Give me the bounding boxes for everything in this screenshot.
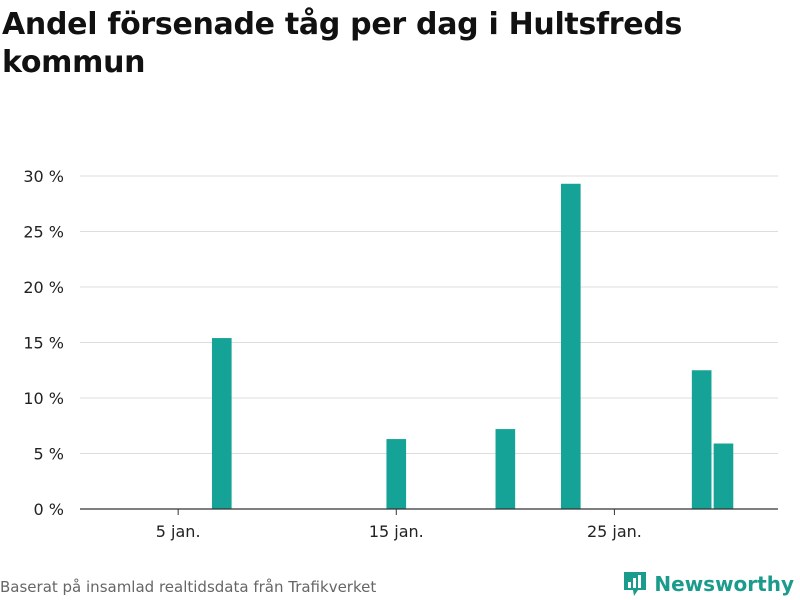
x-axis-ticks: 5 jan. 15 jan. 25 jan. [156,509,642,541]
bar[interactable] [495,429,516,509]
bar-chart: 0 % 5 % 10 % 15 % 20 % 25 % 30 % 5 jan. 15 jan.… [23,167,778,541]
y-tick-label: 30 % [23,167,64,186]
brand-name: Newsworthy [654,572,794,596]
bar[interactable] [713,443,734,509]
x-tick-label: 25 jan. [587,522,642,541]
y-tick-label: 25 % [23,223,64,242]
brand[interactable]: Newsworthy [622,570,794,598]
grid-lines [80,175,778,454]
bars [211,183,734,509]
chart-title: Andel försenade tåg per dag i Hultsfreds… [2,7,683,80]
y-tick-label: 5 % [34,445,64,464]
bar[interactable] [560,183,581,509]
y-tick-label: 0 % [34,500,64,519]
source-note: Baserat på insamlad realtidsdata från Tr… [0,578,377,596]
y-axis-tick-labels: 0 % 5 % 10 % 15 % 20 % 25 % 30 % [23,167,64,519]
bar[interactable] [691,370,712,509]
newsworthy-logo-icon [624,572,647,596]
y-tick-label: 15 % [23,334,64,353]
y-tick-label: 20 % [23,278,64,297]
x-tick-label: 5 jan. [156,522,201,541]
bar[interactable] [386,439,407,509]
x-tick-label: 15 jan. [369,522,424,541]
y-tick-label: 10 % [23,389,64,408]
bar[interactable] [211,338,232,509]
